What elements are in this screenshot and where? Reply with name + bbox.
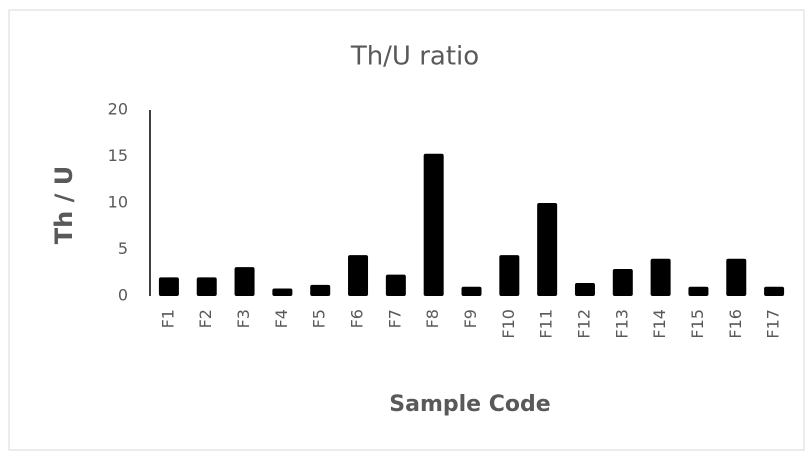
x-tick-label: F13 xyxy=(612,309,631,339)
y-tick-label: 0 xyxy=(118,286,128,305)
bar xyxy=(272,288,293,296)
bar xyxy=(385,274,406,296)
x-tick-label: F5 xyxy=(310,309,329,328)
y-tick-label: 15 xyxy=(108,146,128,165)
bar xyxy=(764,286,785,296)
y-tick-label: 10 xyxy=(108,193,128,212)
bar xyxy=(196,277,217,296)
bar xyxy=(688,286,709,296)
bar xyxy=(234,267,255,296)
x-tick-label: F8 xyxy=(423,309,442,328)
x-tick-label: F7 xyxy=(385,309,404,328)
bar xyxy=(423,153,444,296)
bar xyxy=(158,277,179,296)
bar xyxy=(612,269,633,296)
x-tick-label: F4 xyxy=(272,309,291,328)
chart-frame xyxy=(8,9,805,451)
x-tick-label: F16 xyxy=(726,309,745,339)
x-tick-label: F9 xyxy=(461,309,480,328)
x-tick-label: F2 xyxy=(196,309,215,328)
y-tick-label: 5 xyxy=(118,239,128,258)
bar xyxy=(499,255,520,296)
x-tick-label: F1 xyxy=(158,309,177,328)
y-tick-label: 20 xyxy=(108,100,128,119)
bar xyxy=(461,286,482,296)
x-tick-label: F3 xyxy=(234,309,253,328)
x-tick-label: F6 xyxy=(348,309,367,328)
bar xyxy=(537,203,558,296)
bar xyxy=(726,258,747,296)
bar xyxy=(348,255,369,296)
x-tick-label: F10 xyxy=(499,309,518,339)
x-tick-label: F17 xyxy=(764,309,783,339)
x-tick-label: F14 xyxy=(650,309,669,339)
bar xyxy=(310,284,331,296)
x-tick-label: F11 xyxy=(537,309,556,339)
chart-title: Th/U ratio xyxy=(350,42,479,72)
x-axis-label: Sample Code xyxy=(389,392,550,417)
bar xyxy=(574,282,595,296)
x-tick-label: F12 xyxy=(574,309,593,339)
bar xyxy=(650,258,671,296)
x-tick-label: F15 xyxy=(688,309,707,339)
y-axis-label: Th / U xyxy=(50,166,78,244)
